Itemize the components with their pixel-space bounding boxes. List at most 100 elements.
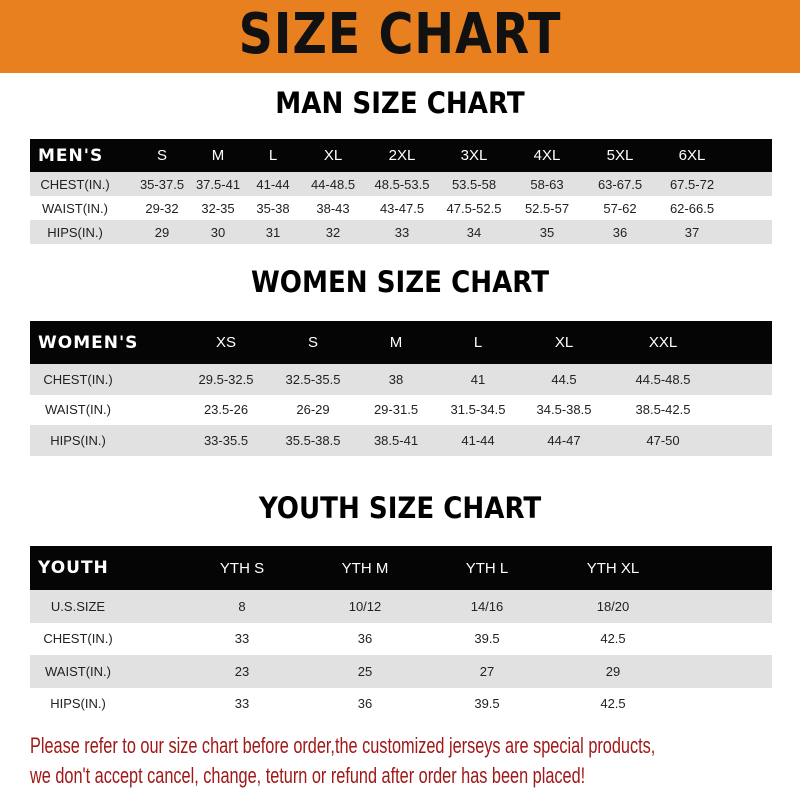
size-header-cell: XS (215, 334, 237, 351)
table-cell: 42.5 (600, 631, 626, 647)
table-cell: 32-35 (201, 200, 235, 216)
table-cell: 38-43 (316, 200, 350, 216)
table-cell: 31.5-34.5 (450, 402, 506, 418)
size-header-cell: L (473, 334, 483, 351)
size-header-cell: YTH M (341, 559, 389, 577)
table-cell: 29-31.5 (373, 402, 419, 418)
table-cell: 23 (234, 663, 250, 679)
table-cell: 31 (265, 224, 281, 240)
table-row: CHEST(IN.) 29.5-32.5 32.5-35.5 38 41 44.5 44.5… (30, 364, 772, 395)
table-cell: 29.5-32.5 (198, 371, 254, 387)
row-label: U.S.SIZE (50, 598, 106, 614)
table-row: HIPS(IN.) 29 30 31 32 33 34 35 36 37 (30, 220, 772, 244)
table-row: WAIST(IN.) 23 25 27 29 (30, 655, 772, 688)
table-cell: 43-47.5 (379, 200, 425, 216)
size-header-cell: XXL (648, 334, 678, 351)
table-row: HIPS(IN.) 33-35.5 35.5-38.5 38.5-41 41-44 44-… (30, 425, 772, 456)
row-label: WAIST(IN.) (45, 663, 111, 679)
table-cell: 39.5 (474, 696, 500, 712)
banner-title: SIZE CHART (238, 2, 562, 67)
table-cell: 47-50 (646, 432, 680, 448)
row-label: WAIST(IN.) (45, 402, 111, 418)
row-label: CHEST(IN.) (40, 176, 110, 192)
table-cell: 48.5-53.5 (374, 176, 430, 192)
row-label: HIPS(IN.) (47, 224, 103, 240)
row-label: WAIST(IN.) (42, 200, 108, 216)
table-cell: 27 (479, 663, 495, 679)
table-cell: 52.5-57 (524, 200, 570, 216)
size-header-cell: 3XL (460, 147, 488, 164)
table-cell: 30 (210, 224, 226, 240)
table-cell: 36 (357, 631, 373, 647)
men-section-title: MAN SIZE CHART (275, 86, 525, 120)
table-cell: 26-29 (296, 402, 330, 418)
table-cell: 44-47 (547, 432, 581, 448)
table-cell: 33-35.5 (203, 432, 249, 448)
table-cell: 35-38 (256, 200, 290, 216)
table-cell: 44.5 (551, 371, 577, 387)
table-row: CHEST(IN.) 33 36 39.5 42.5 (30, 622, 772, 655)
table-cell: 37.5-41 (195, 176, 241, 192)
table-header-row: YOUTH YTH S YTH M YTH L YTH XL (30, 546, 772, 590)
table-row: U.S.SIZE 8 10/12 14/16 18/20 (30, 590, 772, 623)
size-header-cell: 5XL (606, 147, 634, 164)
table-cell: 47.5-52.5 (446, 200, 502, 216)
size-header-cell: M (389, 334, 403, 351)
size-header-cell: XL (323, 147, 343, 164)
table-row: CHEST(IN.) 35-37.5 37.5-41 41-44 44-48.5 48.5… (30, 172, 772, 196)
table-cell: 33 (234, 696, 250, 712)
table-cell: 39.5 (474, 631, 500, 647)
table-cell: 10/12 (348, 598, 382, 614)
table-cell: 34 (466, 224, 482, 240)
size-header-cell: 6XL (678, 147, 706, 164)
table-title-cell: MEN'S (38, 145, 104, 166)
footer-notice-line-1: Please refer to our size chart before or… (30, 733, 656, 758)
size-header-cell: YTH S (219, 559, 265, 577)
size-header-cell: 2XL (388, 147, 416, 164)
table-cell: 29 (605, 663, 621, 679)
row-label: HIPS(IN.) (50, 696, 106, 712)
row-label: CHEST(IN.) (43, 371, 113, 387)
size-header-cell: M (211, 147, 225, 164)
table-cell: 29-32 (145, 200, 179, 216)
table-header-row: WOMEN'S XS S M L XL XXL (30, 321, 772, 364)
size-header-cell: L (268, 147, 278, 164)
table-cell: 32.5-35.5 (285, 371, 341, 387)
table-cell: 35-37.5 (139, 176, 185, 192)
table-row: WAIST(IN.) 29-32 32-35 35-38 38-43 43-47.5 47.… (30, 196, 772, 220)
table-cell: 33 (394, 224, 410, 240)
table-title-cell: WOMEN'S (38, 332, 139, 353)
size-chart-banner: SIZE CHART (0, 0, 800, 73)
size-header-cell: S (307, 334, 319, 351)
table-cell: 36 (612, 224, 628, 240)
size-header-cell: 4XL (533, 147, 561, 164)
table-title-cell: YOUTH (38, 558, 109, 578)
table-cell: 53.5-58 (451, 176, 497, 192)
table-cell: 37 (684, 224, 700, 240)
table-cell: 42.5 (600, 696, 626, 712)
table-row: HIPS(IN.) 33 36 39.5 42.5 (30, 687, 772, 720)
footer-notice-line-2: we don't accept cancel, change, teturn o… (30, 763, 586, 788)
table-cell: 62-66.5 (669, 200, 715, 216)
row-label: HIPS(IN.) (50, 432, 106, 448)
table-cell: 41-44 (256, 176, 290, 192)
size-header-cell: XL (554, 334, 574, 351)
table-cell: 63-67.5 (597, 176, 643, 192)
size-header-cell: YTH L (465, 559, 509, 577)
table-cell: 35 (539, 224, 555, 240)
row-label: CHEST(IN.) (43, 631, 113, 647)
table-cell: 25 (357, 663, 373, 679)
table-cell: 41-44 (461, 432, 495, 448)
table-cell: 18/20 (596, 598, 630, 614)
table-cell: 58-63 (530, 176, 564, 192)
table-cell: 41 (470, 371, 486, 387)
table-header-row: MEN'S S M L XL 2XL 3XL 4XL 5XL 6XL (30, 139, 772, 172)
table-cell: 23.5-26 (203, 402, 249, 418)
table-cell: 34.5-38.5 (536, 402, 592, 418)
table-cell: 38.5-41 (373, 432, 419, 448)
table-cell: 33 (234, 631, 250, 647)
table-cell: 32 (325, 224, 341, 240)
table-cell: 14/16 (470, 598, 504, 614)
table-cell: 44.5-48.5 (635, 371, 691, 387)
table-cell: 29 (154, 224, 170, 240)
